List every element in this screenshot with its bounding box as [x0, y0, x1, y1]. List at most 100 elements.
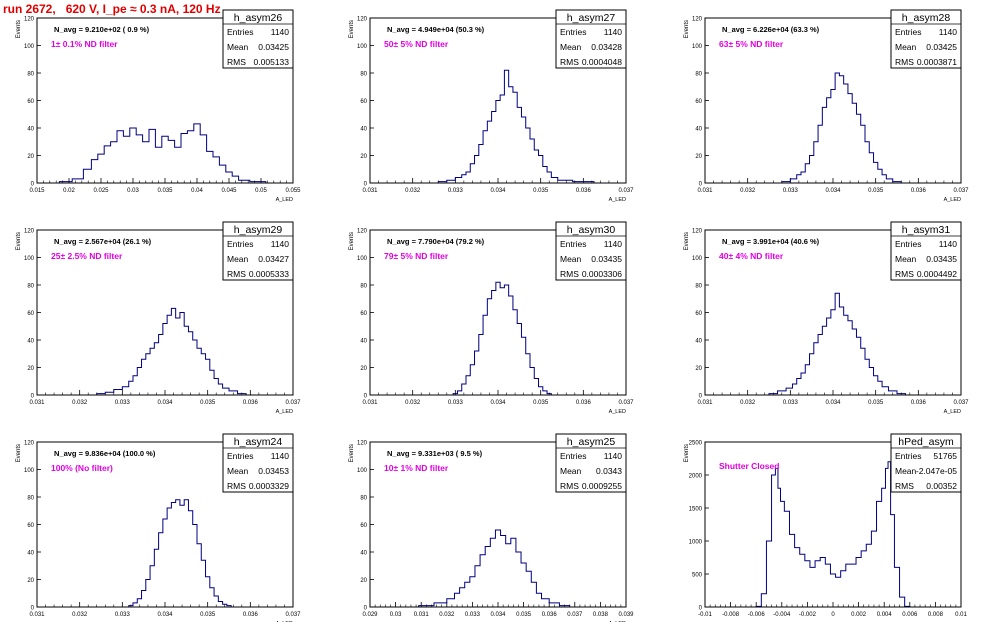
stats-entries-value: 1140 [271, 239, 290, 249]
y-tick-label: 100 [24, 468, 35, 474]
x-tick-label: 0.034 [825, 188, 841, 194]
navg-label: N_avg = 4.949e+04 (50.3 %) [387, 25, 485, 34]
x-tick-label: 0.008 [928, 612, 944, 618]
y-tick-label: 60 [27, 311, 34, 317]
histogram-panel-h_asym29: 0 20 40 60 80 100 120 0.031 0.032 0.033 0.034 0.035… [16, 221, 301, 415]
histogram-bin [460, 588, 465, 607]
histogram-bin [146, 354, 150, 395]
histogram-panel-hPed_asym: 0 500 1000 1500 2000 2500 -0.01 -0.008 -0.006 -0.… [684, 433, 967, 618]
stats-mean-value: 0.03425 [258, 42, 289, 52]
histogram-bin [513, 310, 517, 395]
stats-box [890, 221, 962, 281]
histogram-outline [768, 292, 907, 395]
stats-mean-label: Mean [227, 466, 249, 476]
page-title: run 2672, 620 V, I_pe ≈ 0.3 nA, 120 Hz [3, 2, 221, 16]
histogram-panel-h_asym30: 0 20 40 60 80 100 120 0.031 0.032 0.033 0.034 0.035… [349, 221, 634, 415]
y-tick-label: 20 [27, 578, 34, 584]
stats-rms-value: 0.0004048 [582, 57, 622, 67]
histogram-bin [766, 541, 771, 607]
histogram-bin [526, 128, 530, 183]
navg-label: N_avg = 6.226e+04 (63.3 %) [722, 25, 820, 34]
histogram-bin [841, 571, 846, 607]
y-axis-label: Events [16, 444, 22, 462]
x-tick-label: 0.032 [72, 400, 88, 406]
x-tick-label: 0.034 [490, 612, 506, 618]
plot-frame [704, 17, 962, 184]
y-axis-label: Events [684, 232, 690, 250]
x-tick-label: 0.032 [740, 400, 756, 406]
histogram-bin [856, 114, 860, 183]
histogram-bin [861, 551, 866, 607]
navg-label: N_avg = 9.331e+03 ( 9.5 %) [387, 449, 483, 458]
histogram-bin [504, 70, 508, 183]
x-tick-label: 0.032 [72, 612, 88, 618]
y-tick-label: 40 [27, 339, 34, 345]
histogram-bin [142, 591, 146, 608]
x-tick-label: 0.033 [783, 400, 799, 406]
histogram-bin [885, 468, 888, 607]
histogram-bin [810, 567, 815, 607]
histogram-bin [805, 561, 810, 607]
stats-entries-label: Entries [227, 239, 253, 249]
histogram-outline [58, 123, 267, 183]
histogram-bin [485, 547, 490, 608]
y-tick-label: 120 [24, 229, 35, 235]
histogram-bin [434, 603, 447, 607]
y-tick-label: 0 [31, 182, 35, 188]
plot-frame [704, 441, 962, 608]
histogram-bin [137, 368, 141, 396]
y-tick-label: 0 [364, 394, 368, 400]
x-tick-label: 0.035 [533, 400, 549, 406]
histogram-panel-h_asym27: 0 20 40 60 80 100 120 0.031 0.032 0.033 0.034 0.035… [349, 9, 634, 203]
navg-label: N_avg = 7.790e+04 (79.2 %) [387, 237, 485, 246]
histogram-bin [869, 368, 873, 396]
stats-mean-value: 0.03435 [926, 254, 957, 264]
stats-entries-label: Entries [895, 451, 921, 461]
y-tick-label: 20 [360, 578, 367, 584]
histogram-bin [154, 549, 158, 607]
y-tick-label: 60 [360, 99, 367, 105]
histogram-bin [886, 179, 892, 183]
histogram-bin [815, 561, 820, 607]
histogram-bin [814, 343, 818, 395]
y-tick-label: 40 [27, 551, 34, 557]
plot-frame [369, 229, 627, 396]
y-tick-label: 0 [364, 606, 368, 612]
histogram-bin [784, 511, 789, 607]
stats-rms-label: RMS [560, 57, 579, 67]
x-tick-label: 0.032 [405, 400, 421, 406]
histogram-panel-h_asym31: 0 20 40 60 80 100 120 0.031 0.032 0.033 0.034 0.035… [684, 221, 969, 415]
y-tick-label: 60 [695, 99, 702, 105]
stats-entries-value: 51765 [933, 451, 957, 461]
histogram-bin [455, 178, 461, 184]
hist-name: h_asym27 [567, 12, 616, 24]
histogram-bin [479, 335, 483, 396]
x-tick-label: 0.037 [285, 400, 301, 406]
histogram-bin [111, 142, 117, 183]
histogram-bin [150, 566, 154, 607]
histogram-bin [218, 602, 222, 608]
histogram-panel-h_asym24: 0 20 40 60 80 100 120 0.031 0.032 0.033 0.034 0.035… [16, 433, 301, 622]
x-tick-label: 0.038 [593, 612, 609, 618]
histogram-bin [193, 340, 197, 395]
histogram-bin [490, 538, 495, 607]
histogram-bin [835, 73, 839, 183]
histogram-bin [822, 326, 826, 395]
histogram-outline [128, 499, 232, 607]
x-tick-label: 0.04 [191, 188, 203, 194]
histogram-bin [818, 125, 822, 183]
filter-label: 50± 5% ND filter [384, 39, 449, 49]
x-tick-label: 0.036 [576, 400, 592, 406]
plot-frame [36, 229, 294, 396]
histogram-bin [171, 308, 175, 395]
histogram-bin [181, 134, 187, 184]
y-axis-label: Events [684, 444, 690, 462]
x-axis-label: A_LED [276, 197, 293, 203]
x-tick-label: 0.031 [362, 188, 378, 194]
x-tick-label: 0.036 [911, 400, 927, 406]
navg-label: N_avg = 3.991e+04 (40.6 %) [722, 237, 820, 246]
x-tick-label: 0.002 [851, 612, 867, 618]
histogram-bin [457, 391, 461, 395]
histogram-bin [835, 293, 839, 395]
histogram-bin [210, 588, 214, 607]
